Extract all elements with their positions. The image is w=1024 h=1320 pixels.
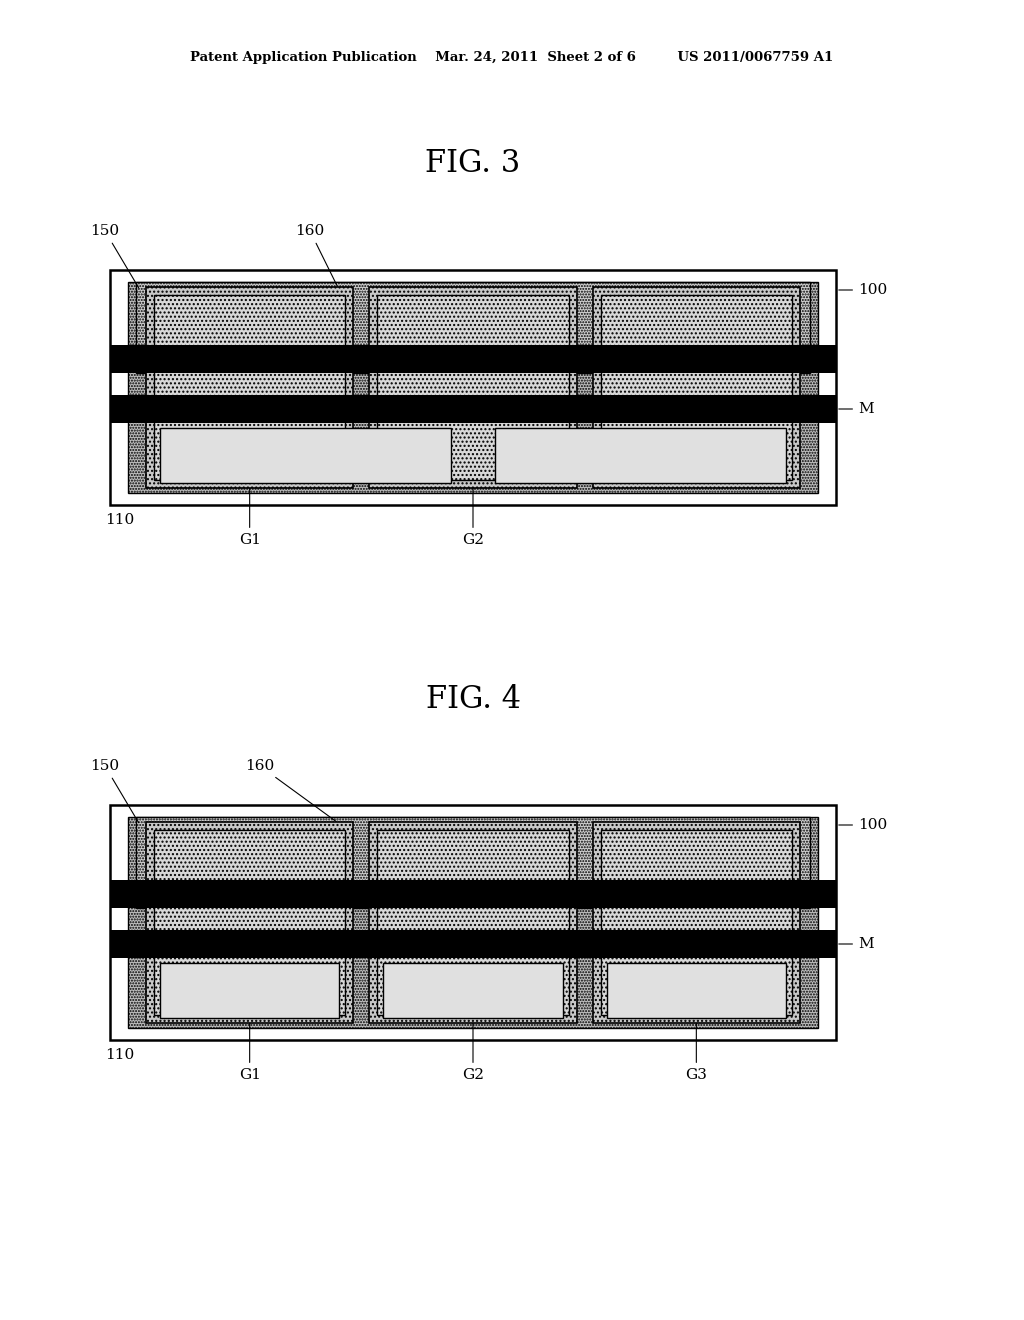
- Bar: [495, 428, 786, 483]
- Bar: [593, 822, 800, 1023]
- Text: FIG. 4: FIG. 4: [426, 685, 520, 715]
- Bar: [136, 282, 810, 374]
- Text: 160: 160: [295, 224, 337, 285]
- Bar: [383, 964, 562, 1018]
- Text: G1: G1: [239, 458, 261, 546]
- Text: G3: G3: [685, 993, 708, 1082]
- Text: M: M: [839, 403, 873, 416]
- Bar: [606, 964, 786, 1018]
- Bar: [110, 395, 836, 422]
- Text: 150: 150: [90, 224, 138, 288]
- Bar: [154, 294, 345, 480]
- Bar: [136, 817, 810, 908]
- Bar: [370, 822, 577, 1023]
- Bar: [601, 294, 792, 480]
- Bar: [128, 817, 818, 1028]
- Bar: [377, 294, 568, 480]
- Text: G2: G2: [462, 458, 484, 546]
- Text: 160: 160: [246, 759, 336, 821]
- Bar: [110, 805, 836, 1040]
- Bar: [110, 271, 836, 506]
- Bar: [110, 345, 836, 374]
- Bar: [128, 282, 818, 492]
- Text: M: M: [839, 937, 873, 950]
- Bar: [370, 286, 577, 488]
- Bar: [110, 931, 836, 958]
- Bar: [160, 964, 339, 1018]
- Bar: [110, 880, 836, 908]
- Bar: [146, 286, 353, 488]
- Text: 100: 100: [839, 818, 887, 832]
- Bar: [146, 822, 353, 1023]
- Bar: [601, 830, 792, 1015]
- Text: 100: 100: [839, 282, 887, 297]
- Text: 150: 150: [90, 759, 138, 822]
- Text: 110: 110: [105, 1048, 134, 1063]
- Text: G2: G2: [462, 993, 484, 1082]
- Bar: [154, 830, 345, 1015]
- Text: FIG. 3: FIG. 3: [425, 148, 520, 178]
- Text: G1: G1: [239, 993, 261, 1082]
- Text: Patent Application Publication    Mar. 24, 2011  Sheet 2 of 6         US 2011/00: Patent Application Publication Mar. 24, …: [190, 51, 834, 65]
- Bar: [377, 830, 568, 1015]
- Bar: [593, 286, 800, 488]
- Bar: [160, 428, 451, 483]
- Text: 110: 110: [105, 513, 134, 527]
